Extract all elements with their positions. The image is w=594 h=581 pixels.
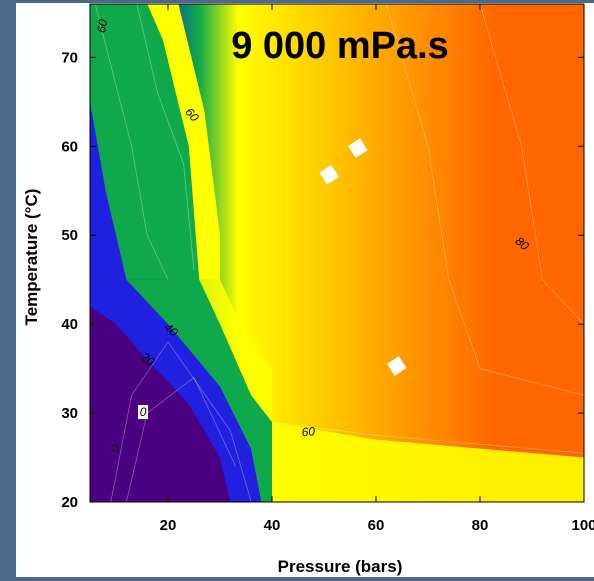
- left-border-band: [0, 0, 16, 581]
- y-tick-label: 40: [61, 316, 78, 333]
- contour-label: 60: [94, 18, 110, 34]
- contour-label: 0: [108, 444, 123, 453]
- y-axis: 20 30 40 50 60 70: [61, 49, 584, 511]
- y-tick-label: 70: [61, 49, 78, 66]
- chart-title: 9 000 mPa.s: [231, 25, 449, 67]
- x-tick-label: 100: [571, 517, 594, 534]
- data-marker: [348, 138, 368, 158]
- contour-region-70-lower: [199, 279, 272, 422]
- y-tick-label: 20: [61, 494, 78, 511]
- x-axis: 20 40 60 80 100: [160, 4, 594, 534]
- x-tick-label: 60: [368, 517, 385, 534]
- contour-region-70-yellow: [147, 4, 220, 280]
- contour-line: [94, 4, 169, 280]
- contour-line: [126, 376, 236, 502]
- contour-line: [386, 4, 584, 396]
- contour-line: [110, 341, 252, 502]
- contour-line: [271, 421, 584, 454]
- contour-line: [136, 4, 195, 271]
- x-axis-label: Pressure (bars): [278, 557, 403, 576]
- x-tick-label: 40: [264, 517, 281, 534]
- contour-region-60-green: [90, 4, 200, 280]
- y-tick-label: 60: [61, 138, 78, 155]
- contour-region-0-indigo: [90, 306, 231, 502]
- contour-label: 0: [140, 405, 147, 419]
- contour-label: 60: [301, 424, 316, 439]
- contour-label-box: [138, 405, 149, 420]
- contour-line: [479, 4, 584, 325]
- data-marker: [387, 356, 407, 376]
- y-tick-label: 30: [61, 405, 78, 422]
- x-tick-label: 20: [160, 517, 177, 534]
- top-border-band: [0, 0, 594, 3]
- data-marker: [319, 164, 339, 185]
- x-tick-label: 80: [472, 517, 489, 534]
- plot-border: [89, 3, 585, 503]
- y-tick-label: 50: [61, 227, 78, 244]
- contour-region-low-band: [272, 421, 584, 502]
- bottom-border-band: [0, 577, 594, 581]
- y-axis-label: Temperature (°C): [22, 189, 41, 326]
- contour-region-60-lower: [126, 279, 273, 502]
